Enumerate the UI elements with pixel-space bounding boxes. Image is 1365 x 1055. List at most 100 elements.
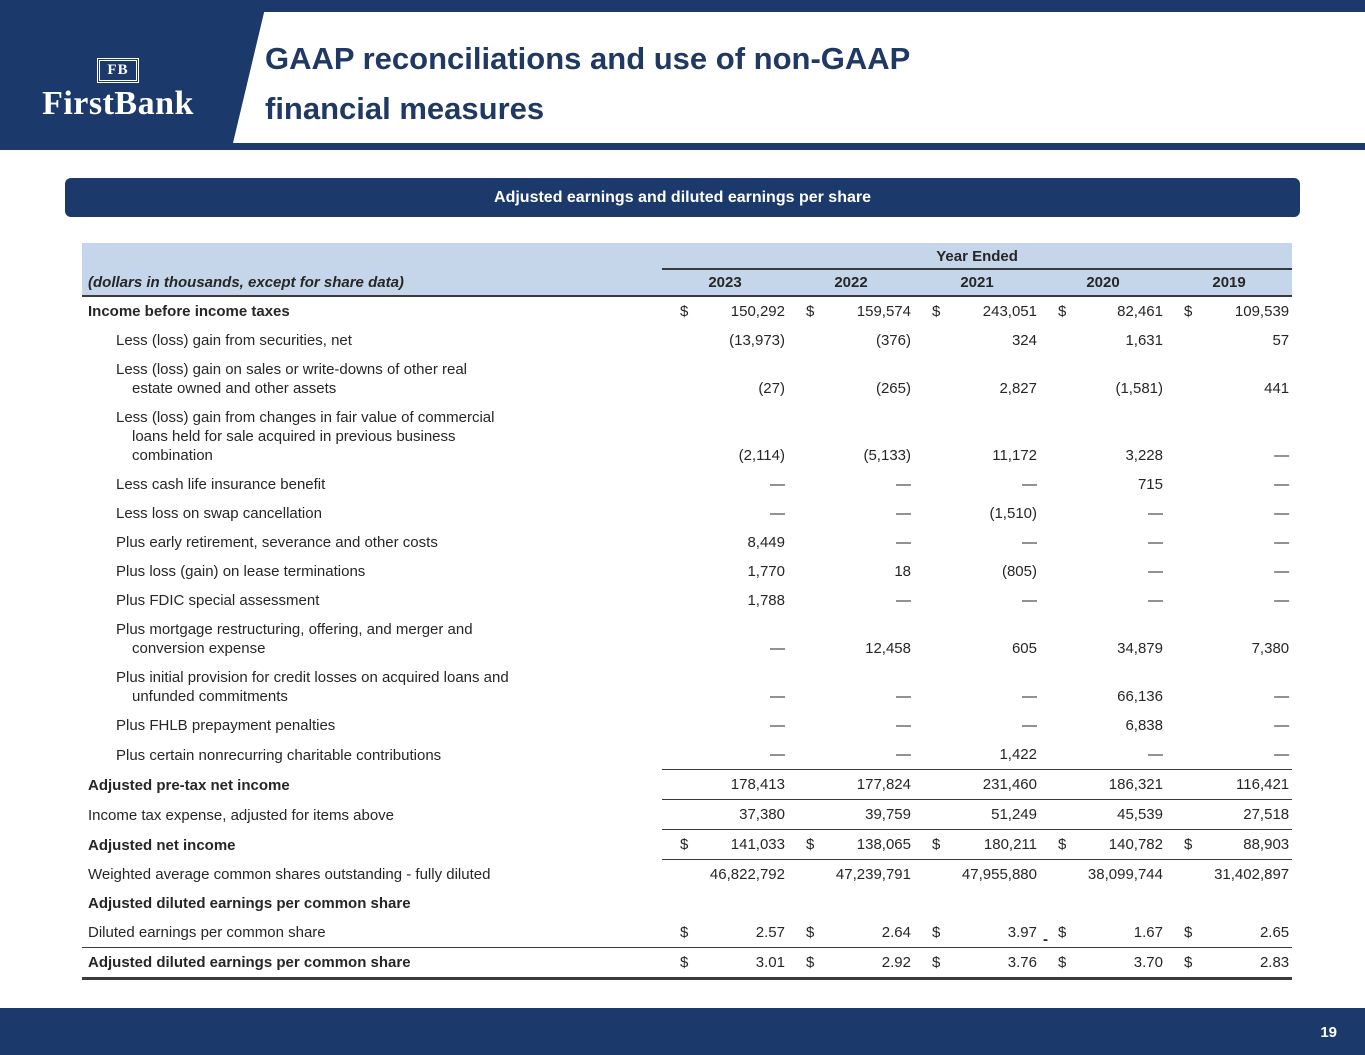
slide-title-line2: financial measures	[265, 91, 545, 126]
dollar-sign: $	[1166, 947, 1192, 980]
value-cell: 178,413	[688, 769, 788, 800]
dollar-cell	[914, 528, 940, 557]
value-cell: 605	[1011, 640, 1037, 657]
table-row: Less cash life insurance benefit — — — 7…	[82, 470, 1292, 499]
value-cell: —	[896, 505, 911, 522]
dollar-cell	[914, 470, 940, 499]
value-cell: 2.57	[755, 924, 785, 941]
value-cell: —	[1274, 476, 1290, 493]
dollar-cell	[1040, 711, 1066, 740]
dollar-cell	[788, 355, 814, 403]
dollar-cell	[914, 557, 940, 586]
value-cell: —	[770, 476, 785, 493]
dollar-sign: $	[1166, 829, 1192, 860]
dollar-cell	[662, 889, 688, 918]
dollar-cell	[788, 711, 814, 740]
dollar-cell	[1166, 889, 1192, 918]
row-label: Plus initial provision for credit losses…	[116, 669, 509, 705]
dollar-cell	[662, 557, 688, 586]
table-row: Plus FDIC special assessment 1,788 — — —…	[82, 586, 1292, 615]
value-cell: (376)	[875, 332, 911, 349]
dollar-sign: $	[680, 303, 689, 320]
value-cell: —	[770, 640, 785, 657]
value-cell: —	[1274, 688, 1290, 705]
row-label: Plus early retirement, severance and oth…	[116, 534, 438, 551]
dollar-sign: $	[806, 303, 815, 320]
value-cell: 1,788	[747, 592, 785, 609]
value-cell: —	[1148, 746, 1163, 763]
dollar-cell	[788, 557, 814, 586]
value-cell: 6,838	[1125, 717, 1163, 734]
dollar-cell	[788, 470, 814, 499]
dollar-cell	[1166, 615, 1192, 663]
year-ended-header: Year Ended	[662, 243, 1293, 270]
value-cell: 12,458	[865, 640, 911, 657]
value-cell: 159,574	[856, 303, 911, 320]
value-cell: —	[1274, 746, 1290, 763]
dollar-cell	[662, 326, 688, 355]
value-cell: 441	[1264, 380, 1290, 397]
dollar-cell	[914, 403, 940, 470]
table-row: Income tax expense, adjusted for items a…	[82, 799, 1293, 830]
units-label: (dollars in thousands, except for share …	[82, 269, 662, 297]
dollar-cell	[914, 860, 940, 890]
value-cell: —	[1022, 534, 1037, 551]
row-label: Adjusted net income	[88, 836, 236, 854]
value-cell: 7,380	[1251, 640, 1290, 657]
value-cell	[814, 889, 914, 918]
value-cell: 1,770	[747, 563, 785, 580]
table-row: Less (loss) gain on sales or write-downs…	[82, 355, 1292, 403]
dollar-cell	[1166, 663, 1192, 711]
dollar-cell	[1040, 355, 1066, 403]
dollar-sign: $	[662, 947, 688, 980]
dollar-sign: $	[788, 947, 814, 980]
dollar-cell	[788, 615, 814, 663]
row-label: Less (loss) gain from changes in fair va…	[116, 409, 495, 464]
value-cell: 324	[1011, 332, 1037, 349]
dollar-cell	[1166, 711, 1192, 740]
value-cell	[688, 889, 788, 918]
value-cell: (805)	[1001, 563, 1037, 580]
dollar-sign: $	[932, 303, 941, 320]
logo-name: FirstBank	[42, 85, 194, 122]
value-cell: 34,879	[1117, 640, 1163, 657]
dollar-cell	[788, 499, 814, 528]
value-cell: —	[896, 534, 911, 551]
value-cell: —	[1274, 592, 1290, 609]
value-cell: —	[1274, 534, 1290, 551]
logo-diagonal-edge	[233, 0, 267, 143]
dollar-cell	[1166, 799, 1192, 830]
value-cell: 46,822,792	[709, 866, 785, 883]
dollar-cell	[1166, 769, 1192, 800]
footer-band	[0, 1008, 1365, 1055]
dollar-cell	[1166, 326, 1192, 355]
value-cell: —	[896, 688, 911, 705]
value-cell: 140,782	[1066, 829, 1166, 860]
dollar-cell	[662, 528, 688, 557]
value-cell: 109,539	[1234, 303, 1290, 320]
dollar-cell	[1040, 615, 1066, 663]
value-cell: —	[770, 717, 785, 734]
value-cell: —	[1022, 476, 1037, 493]
value-cell: —	[1274, 447, 1290, 464]
value-cell: 18	[894, 563, 911, 580]
year-header-2019: 2019	[1166, 269, 1293, 297]
dollar-cell	[1040, 326, 1066, 355]
value-cell: 186,321	[1066, 769, 1166, 800]
dollar-cell	[662, 860, 688, 890]
value-cell: 231,460	[940, 769, 1040, 800]
value-cell: 715	[1137, 476, 1163, 493]
table-row-total: Adjusted diluted earnings per common sha…	[82, 947, 1293, 980]
table-row-subtotal: Adjusted pre-tax net income 178,413 177,…	[82, 769, 1293, 800]
row-label: Diluted earnings per common share	[88, 924, 326, 941]
value-cell: 243,051	[982, 303, 1037, 320]
value-cell: 57	[1272, 332, 1290, 349]
value-cell: 11,172	[992, 447, 1037, 464]
row-label: Less (loss) gain on sales or write-downs…	[116, 361, 467, 397]
value-cell	[1066, 889, 1166, 918]
dollar-cell	[788, 403, 814, 470]
table-row: Plus loss (gain) on lease terminations 1…	[82, 557, 1292, 586]
value-cell: —	[770, 746, 785, 763]
dollar-cell	[914, 769, 940, 800]
value-cell: 37,380	[688, 799, 788, 830]
